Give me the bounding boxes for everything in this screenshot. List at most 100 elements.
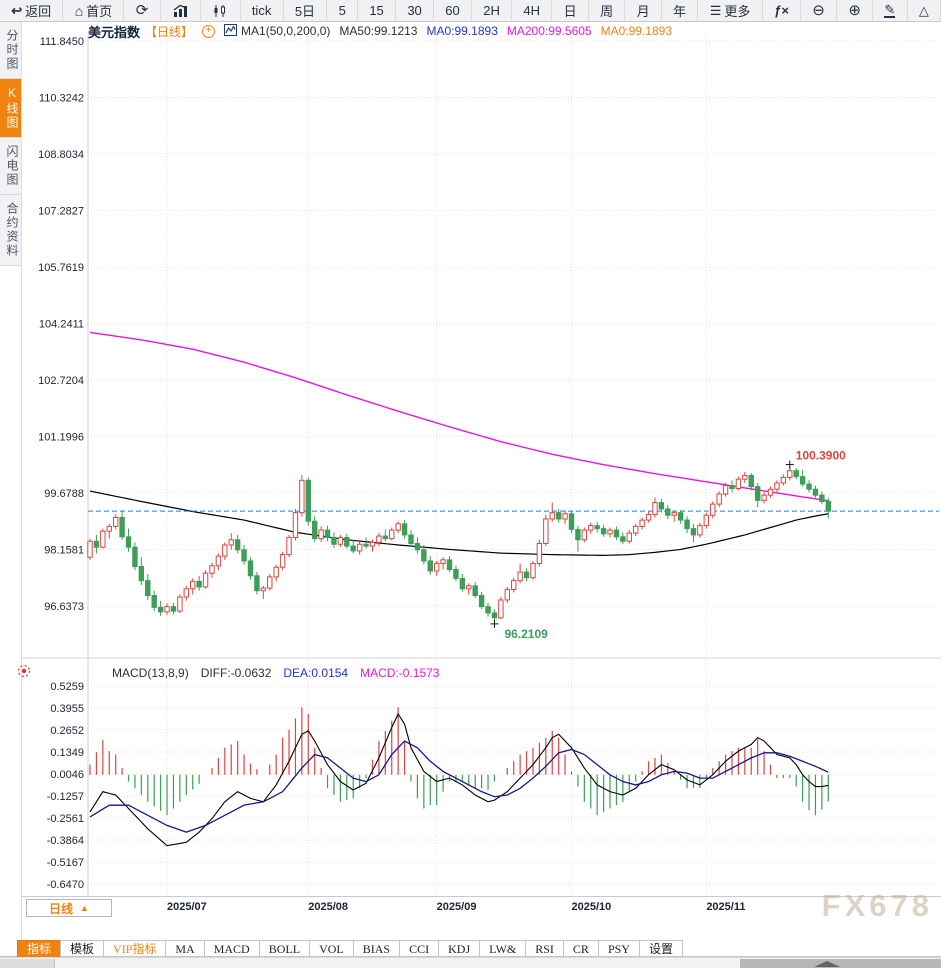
indicator-settings-icon[interactable] xyxy=(16,663,32,684)
home-icon: ⌂ xyxy=(74,2,84,19)
toolbar-label: 2H xyxy=(483,3,500,18)
chart-style-bars-icon xyxy=(172,4,189,18)
indicator-tab-cr[interactable]: CR xyxy=(562,940,599,958)
indicator-fx-icon: ƒ× xyxy=(773,3,789,18)
low-annotation: 96.2109 xyxy=(490,619,548,641)
svg-text:0.0046: 0.0046 xyxy=(50,769,84,781)
zoom-out-icon: ⊖ xyxy=(812,2,825,19)
macd-dea-value: DEA:0.0154 xyxy=(283,666,349,680)
sidebar-tab-lightning-chart[interactable]: 闪电图 xyxy=(0,138,21,195)
svg-text:98.1581: 98.1581 xyxy=(44,544,84,556)
indicator-tab-vol[interactable]: VOL xyxy=(309,940,354,958)
svg-text:-0.1257: -0.1257 xyxy=(47,791,84,803)
high-annotation: 100.3900 xyxy=(785,449,846,469)
macd-value: MACD:-0.1573 xyxy=(360,666,440,680)
macd-settings: MACD(13,8,9) xyxy=(112,666,189,680)
ma0-value-blue: MA0:99.1893 xyxy=(426,24,498,38)
sidebar-tab-time-share-chart[interactable]: 分时图 xyxy=(0,22,21,79)
svg-text:0.3955: 0.3955 xyxy=(50,703,84,715)
ma200-line xyxy=(89,331,829,502)
toolbar-shapes-tool[interactable]: △ xyxy=(908,0,941,21)
toolbar-back[interactable]: ↩ 返回 xyxy=(0,0,64,21)
macd-diff-value: DIFF:-0.0632 xyxy=(200,666,272,680)
svg-text:0.2652: 0.2652 xyxy=(50,725,84,737)
price-and-macd-chart[interactable]: 111.8450 110.3242 108.8034 107.2827 105.7619… xyxy=(22,22,941,918)
zoom-in-icon: ⊕ xyxy=(848,2,861,19)
toolbar-label: 30 xyxy=(407,3,422,18)
gridlines xyxy=(88,36,939,910)
x-axis-label: 2025/07 xyxy=(167,901,207,913)
toolbar-chart-style-candles[interactable] xyxy=(201,0,241,21)
toolbar-interval-4h[interactable]: 4H xyxy=(512,0,553,21)
toolbar-zoom-in[interactable]: ⊕ xyxy=(837,0,874,21)
indicator-tab-settings[interactable]: 设置 xyxy=(638,940,683,958)
x-axis-label: 2025/10 xyxy=(571,901,612,913)
ma200-value: MA200:99.5605 xyxy=(506,24,592,38)
toolbar-more-menu[interactable]: ☰ 更多 xyxy=(698,0,763,21)
toolbar-refresh[interactable]: ⟳ xyxy=(124,0,161,21)
mini-chart-icon xyxy=(224,23,238,39)
sidebar-tab-kline-chart[interactable]: K线图 xyxy=(0,79,21,138)
indicator-tab-cci[interactable]: CCI xyxy=(399,940,440,958)
indicator-tab-vip-indicators[interactable]: VIP指标 xyxy=(103,940,167,958)
macd-header: MACD(13,8,9) DIFF:-0.0632 DEA:0.0154 MAC… xyxy=(112,666,439,680)
indicator-tab-bias[interactable]: BIAS xyxy=(352,940,401,958)
shapes-tool-icon: △ xyxy=(918,3,929,18)
horizontal-scrollbar xyxy=(0,957,941,968)
chart-style-candles-icon xyxy=(212,4,228,18)
toolbar-home[interactable]: ⌂ 首页 xyxy=(63,0,125,21)
sidebar-tab-contract-info[interactable]: 合约资料 xyxy=(0,195,21,266)
svg-text:100.3900: 100.3900 xyxy=(796,449,846,463)
period-selector-label: 日线 xyxy=(49,901,74,916)
draw-tool-icon: ✎ xyxy=(884,2,896,18)
indicator-tab-templates[interactable]: 模板 xyxy=(60,940,105,958)
indicator-tab-kdj[interactable]: KDJ xyxy=(438,940,481,958)
axis-labels: 111.8450 110.3242 108.8034 107.2827 105.7619… xyxy=(38,36,84,891)
indicator-tab-macd[interactable]: MACD xyxy=(203,940,260,958)
indicator-tab-lwr[interactable]: LW& xyxy=(479,940,527,958)
svg-text:0.1349: 0.1349 xyxy=(50,747,84,759)
toolbar-label: 5 xyxy=(338,3,346,18)
indicator-tab-psy[interactable]: PSY xyxy=(597,940,640,958)
chart-area: 美元指数 【日线】 + MA1(50,0,200,0) MA50:99.1213… xyxy=(17,22,941,968)
toolbar-chart-style-bars[interactable] xyxy=(161,0,202,21)
back-icon: ↩ xyxy=(11,3,23,18)
svg-text:111.8450: 111.8450 xyxy=(40,36,84,48)
toolbar-interval-30[interactable]: 30 xyxy=(396,0,435,21)
period-selector[interactable]: 日线 ▲ xyxy=(26,899,112,917)
toolbar-draw-tool[interactable]: ✎ xyxy=(873,0,908,21)
toolbar-interval-tick[interactable]: tick xyxy=(241,0,284,21)
toolbar-label: 5日 xyxy=(294,4,316,19)
toolbar-interval-60[interactable]: 60 xyxy=(434,0,473,21)
toolbar-interval-day[interactable]: 日 xyxy=(552,0,589,21)
svg-text:104.2411: 104.2411 xyxy=(39,319,84,331)
toolbar-interval-2h[interactable]: 2H xyxy=(472,0,513,21)
left-sidebar: 分时图 K线图 闪电图 合约资料 xyxy=(0,22,22,968)
indicator-tab-rsi[interactable]: RSI xyxy=(525,940,564,958)
toolbar-interval-5day[interactable]: 5日 xyxy=(284,0,328,21)
indicator-tab-boll[interactable]: BOLL xyxy=(258,940,311,958)
add-compare-icon[interactable]: + xyxy=(202,24,216,38)
toolbar-interval-15[interactable]: 15 xyxy=(358,0,397,21)
toolbar-interval-week[interactable]: 周 xyxy=(589,0,626,21)
toolbar-interval-5[interactable]: 5 xyxy=(327,0,359,21)
scrollbar-thumb[interactable] xyxy=(740,959,941,968)
svg-text:101.1996: 101.1996 xyxy=(38,431,84,443)
macd-dea-line xyxy=(89,740,829,833)
toolbar-indicator-fx[interactable]: ƒ× xyxy=(763,0,801,21)
toolbar-zoom-out[interactable]: ⊖ xyxy=(801,0,838,21)
toolbar-label: 周 xyxy=(600,4,614,19)
top-toolbar: ↩ 返回 ⌂ 首页 ⟳ tick 5日 5 15 30 60 2H 4H 日周月年 ☰ 更多 ƒ× ⊖ ⊕ ✎ △ xyxy=(0,0,941,22)
svg-text:-0.3864: -0.3864 xyxy=(47,835,84,847)
toolbar-interval-month[interactable]: 月 xyxy=(625,0,662,21)
toolbar-interval-year[interactable]: 年 xyxy=(662,0,699,21)
ma-settings: MA1(50,0,200,0) xyxy=(241,24,331,38)
candles xyxy=(87,466,831,622)
collapse-handle-icon[interactable] xyxy=(814,961,840,967)
indicator-tab-indicators[interactable]: 指标 xyxy=(17,940,62,958)
more-menu-icon: ☰ xyxy=(709,3,722,18)
toolbar-label: 4H xyxy=(523,3,541,18)
indicator-tab-ma[interactable]: MA xyxy=(165,940,205,958)
symbol-name: 美元指数 xyxy=(88,24,141,40)
svg-text:102.7204: 102.7204 xyxy=(38,375,84,387)
